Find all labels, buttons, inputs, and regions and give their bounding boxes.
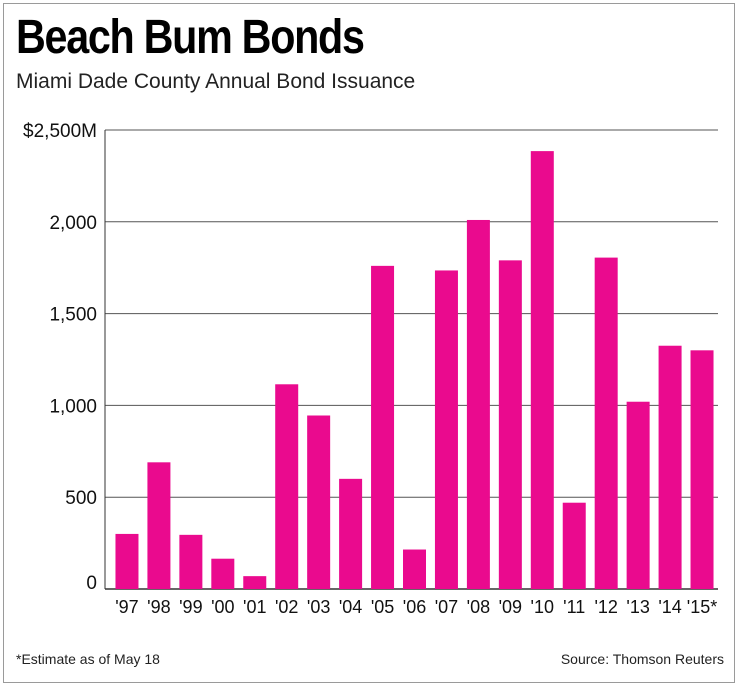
x-tick-label: '10	[531, 597, 554, 617]
x-tick-label: '97	[115, 597, 138, 617]
y-tick-label: 1,500	[49, 305, 97, 326]
y-tick-label: $2,500M	[23, 121, 97, 142]
bar	[307, 415, 331, 589]
x-tick-label: '08	[467, 597, 490, 617]
bar	[498, 260, 522, 589]
bar	[594, 257, 618, 589]
source-note: Source: Thomson Reuters	[560, 651, 724, 667]
bar	[147, 462, 171, 589]
footnote: *Estimate as of May 18	[16, 651, 160, 667]
bar	[562, 502, 586, 589]
bar	[530, 151, 554, 589]
bar	[434, 270, 458, 589]
x-tick-label: '05	[371, 597, 394, 617]
bar	[466, 219, 490, 590]
bar	[626, 401, 650, 589]
x-tick-label: '01	[243, 597, 266, 617]
bar	[179, 534, 203, 589]
y-tick-label: 1,000	[49, 396, 97, 417]
x-tick-label: '14	[658, 597, 681, 617]
x-tick-label: '15*	[687, 597, 717, 617]
chart-subtitle: Miami Dade County Annual Bond Issuance	[16, 70, 416, 93]
bar	[115, 533, 139, 589]
bar	[211, 558, 235, 589]
x-tick-label: '98	[147, 597, 170, 617]
y-tick-label: 0	[86, 573, 97, 594]
x-tick-label: '00	[211, 597, 234, 617]
bar	[690, 350, 714, 589]
bar	[339, 478, 363, 589]
y-axis-ticks: 0 500 1,000 1,500 2,000 $2,500M	[23, 121, 97, 594]
x-tick-label: '13	[626, 597, 649, 617]
bar	[403, 549, 426, 589]
grid-lines	[104, 129, 718, 590]
x-tick-label: '03	[307, 597, 330, 617]
x-tick-label: '09	[499, 597, 522, 617]
x-tick-label: '07	[435, 597, 458, 617]
bar	[371, 265, 395, 589]
x-tick-label: '04	[339, 597, 362, 617]
chart-title: Beach Bum Bonds	[16, 11, 365, 64]
bar	[658, 345, 682, 589]
x-tick-label: '11	[563, 597, 585, 617]
bars	[115, 151, 714, 590]
x-tick-label: '12	[594, 597, 617, 617]
x-axis-ticks: '97 '98 '99 '00 '01 '02 '03 '04 '05 '06 '07 '08 '09 '…	[115, 597, 717, 617]
x-tick-label: '06	[403, 597, 426, 617]
bar	[243, 576, 267, 589]
x-tick-label: '02	[275, 597, 298, 617]
x-tick-label: '99	[179, 597, 202, 617]
bar	[275, 384, 299, 589]
y-tick-label: 2,000	[49, 213, 97, 234]
y-tick-label: 500	[65, 488, 97, 509]
